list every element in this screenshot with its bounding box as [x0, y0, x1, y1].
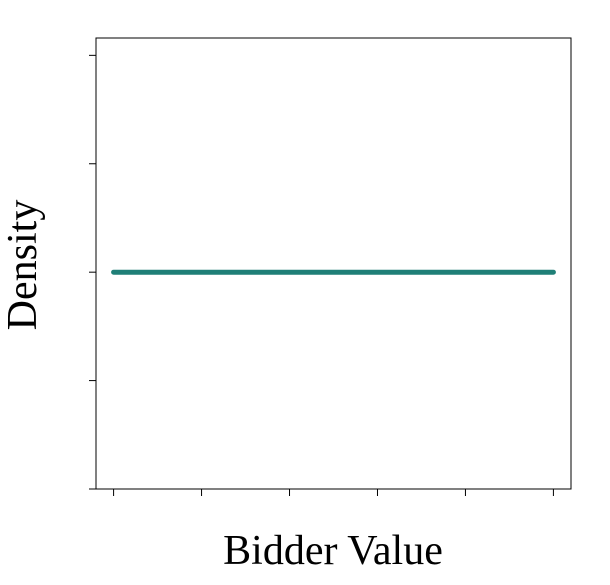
plot-frame: [95, 37, 572, 490]
x-axis-ticks: [113, 489, 554, 496]
y-axis-ticks: [89, 54, 96, 490]
y-axis-title: Density: [0, 200, 46, 331]
x-axis-title: Bidder Value: [223, 528, 443, 574]
